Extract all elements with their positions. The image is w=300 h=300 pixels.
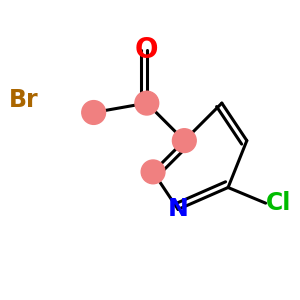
Text: O: O: [135, 36, 159, 64]
Circle shape: [82, 100, 106, 124]
Circle shape: [172, 129, 196, 152]
Circle shape: [135, 91, 159, 115]
Text: N: N: [168, 197, 188, 221]
Circle shape: [141, 160, 165, 184]
Text: Br: Br: [9, 88, 39, 112]
Text: Cl: Cl: [266, 191, 291, 215]
